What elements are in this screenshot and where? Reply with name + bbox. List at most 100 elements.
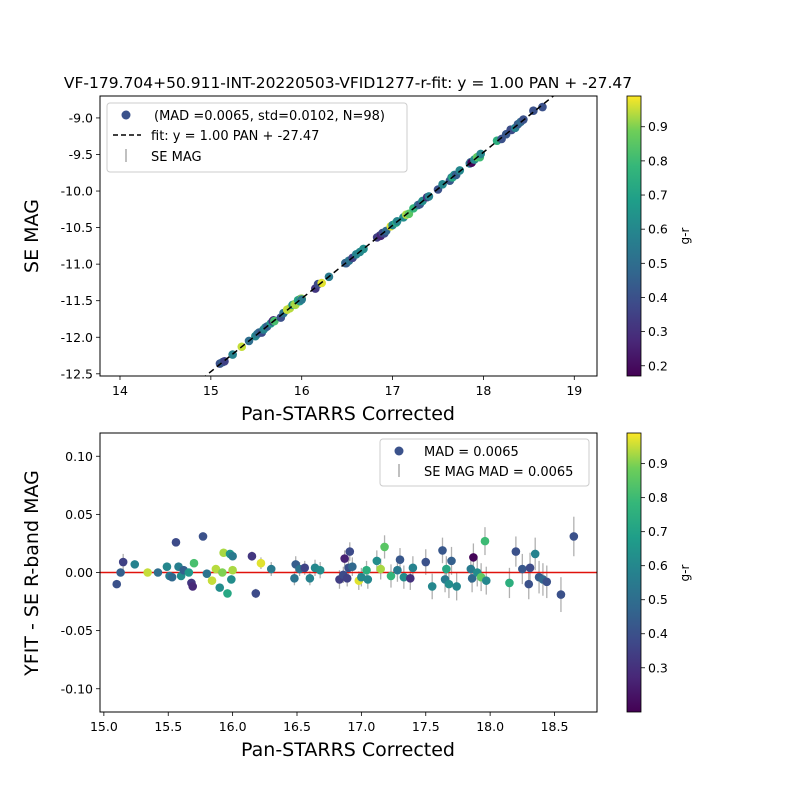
bot-y-tick-label: 0.00 xyxy=(65,565,93,580)
bot-y-tick-label: 0.10 xyxy=(65,449,93,464)
top-y-axis-label: SE MAG xyxy=(21,199,43,273)
bottom-data-point xyxy=(569,532,579,541)
bottom-data-point xyxy=(447,556,456,566)
bottom-scatter-points xyxy=(112,532,579,599)
bottom-data-point xyxy=(167,572,177,582)
top-colorbar-tick-label: 0.8 xyxy=(648,153,668,168)
top-y-tick-label: -9.5 xyxy=(69,147,93,162)
bot-x-tick-label: 16.0 xyxy=(219,719,247,734)
bot-colorbar-tick-label: 0.9 xyxy=(648,456,668,471)
bottom-data-point xyxy=(202,569,212,578)
bottom-data-point xyxy=(207,576,217,585)
bot-colorbar-tick-label: 0.6 xyxy=(648,558,668,573)
top-y-tick-label: -10.0 xyxy=(61,184,93,199)
bottom-data-point xyxy=(469,553,478,562)
top-x-tick-label: 15 xyxy=(203,383,219,398)
bot-y-tick-label: -0.05 xyxy=(61,623,93,638)
bottom-data-point xyxy=(480,536,490,546)
bottom-data-point xyxy=(362,565,371,575)
bottom-data-point xyxy=(399,572,409,582)
top-legend-entry-errorbar: SE MAG xyxy=(151,150,202,165)
bottom-data-point xyxy=(315,565,325,575)
bot-x-tick-label: 17.0 xyxy=(347,719,375,734)
bottom-data-point xyxy=(162,562,172,571)
bottom-data-point xyxy=(542,577,552,587)
bottom-data-point xyxy=(130,560,140,569)
bottom-data-point xyxy=(305,574,315,583)
bottom-data-point xyxy=(215,583,225,592)
bottom-data-point xyxy=(256,558,266,568)
top-x-tick-label: 17 xyxy=(385,383,401,398)
bottom-legend-entry-errorbar: SE MAG MAD = 0.0065 xyxy=(424,465,573,480)
bot-colorbar-tick-label: 0.4 xyxy=(648,626,668,641)
bottom-data-point xyxy=(112,579,122,589)
top-x-tick-label: 19 xyxy=(566,383,582,398)
bottom-error-bars xyxy=(116,516,575,613)
bottom-data-point xyxy=(228,565,237,575)
top-x-tick-label: 14 xyxy=(112,383,128,398)
bottom-data-point xyxy=(525,563,535,573)
bot-x-tick-label: 15.0 xyxy=(90,719,118,734)
top-y-ticks: -12.5 -12.0 -11.5 -11.0 -10.5 -10.0 -9.5 -9.0 xyxy=(61,110,100,381)
bottom-data-point xyxy=(218,568,227,577)
bottom-legend-entry-points: MAD = 0.0065 xyxy=(424,445,519,460)
top-y-tick-label: -10.5 xyxy=(61,220,93,235)
top-fit-line xyxy=(204,96,555,376)
bot-x-tick-label: 18.0 xyxy=(476,719,504,734)
top-data-point xyxy=(538,102,547,112)
bottom-data-point xyxy=(188,582,198,591)
bot-colorbar-tick-label: 0.7 xyxy=(648,524,668,539)
bottom-data-point xyxy=(189,558,199,568)
bottom-x-ticks: 15.0 15.5 16.0 16.5 17.0 17.5 18.0 18.5 xyxy=(90,712,568,734)
bottom-colorbar-ticks: 0.3 0.4 0.5 0.6 0.7 0.8 0.9 xyxy=(641,456,668,675)
bottom-colorbar xyxy=(626,432,642,713)
bottom-data-point xyxy=(442,564,451,574)
bottom-data-point xyxy=(393,565,402,575)
bottom-data-point xyxy=(444,579,454,589)
top-x-ticks: 14 15 16 17 18 19 xyxy=(112,376,582,398)
bottom-data-point xyxy=(227,575,236,584)
top-colorbar-label: g-r xyxy=(678,227,692,244)
bottom-data-point xyxy=(524,579,534,589)
bot-y-tick-label: 0.05 xyxy=(65,507,93,522)
bottom-data-point xyxy=(251,589,261,598)
top-x-axis-label: Pan-STARRS Corrected xyxy=(241,403,455,425)
bottom-data-point xyxy=(348,562,357,571)
bottom-data-point xyxy=(247,551,257,561)
top-y-tick-label: -9.0 xyxy=(69,110,93,125)
bottom-data-point xyxy=(228,551,237,561)
bot-x-tick-label: 15.5 xyxy=(154,719,182,734)
bottom-data-point xyxy=(211,564,221,574)
bottom-data-point xyxy=(530,549,540,559)
bottom-data-point xyxy=(380,542,389,552)
top-y-tick-label: -12.5 xyxy=(61,366,93,381)
bottom-data-point xyxy=(153,568,163,577)
bottom-data-point xyxy=(118,557,128,567)
bottom-data-point xyxy=(300,563,310,573)
bottom-data-point xyxy=(556,590,566,599)
top-colorbar-tick-label: 0.4 xyxy=(648,290,668,305)
top-x-tick-label: 18 xyxy=(475,383,491,398)
top-colorbar-tick-label: 0.6 xyxy=(648,222,668,237)
bottom-data-point xyxy=(171,537,181,547)
top-legend-entry-fit: fit: y = 1.00 PAN + -27.47 xyxy=(151,129,319,144)
top-x-tick-label: 16 xyxy=(294,383,310,398)
bottom-data-point xyxy=(345,547,355,556)
bottom-data-point xyxy=(266,564,276,574)
bottom-data-point xyxy=(184,568,194,577)
top-colorbar-tick-label: 0.3 xyxy=(648,324,668,339)
bottom-data-point xyxy=(421,557,431,567)
bottom-data-point xyxy=(376,564,385,574)
bottom-data-point xyxy=(223,589,232,598)
bot-colorbar-tick-label: 0.5 xyxy=(648,592,668,607)
bottom-data-point xyxy=(143,568,152,577)
top-colorbar xyxy=(626,95,642,377)
bot-x-tick-label: 17.5 xyxy=(412,719,440,734)
bottom-data-point xyxy=(198,532,208,541)
bottom-data-point xyxy=(427,582,437,591)
top-y-tick-label: -11.5 xyxy=(61,293,93,308)
bottom-data-point xyxy=(340,554,349,563)
bottom-data-point xyxy=(466,564,476,574)
bot-colorbar-tick-label: 0.8 xyxy=(648,490,668,505)
